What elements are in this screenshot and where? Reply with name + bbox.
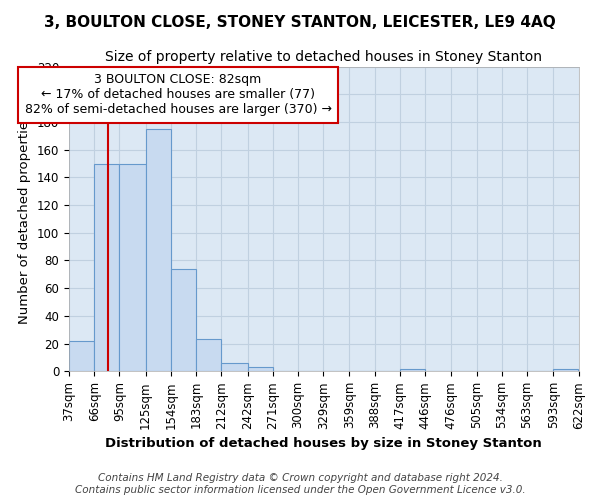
Bar [119,164,146,372]
Bar [94,164,119,372]
Bar [400,368,425,372]
Bar [171,269,196,372]
X-axis label: Distribution of detached houses by size in Stoney Stanton: Distribution of detached houses by size … [106,437,542,450]
Text: 3 BOULTON CLOSE: 82sqm
← 17% of detached houses are smaller (77)
82% of semi-det: 3 BOULTON CLOSE: 82sqm ← 17% of detached… [25,74,332,116]
Bar [146,129,171,372]
Bar [69,341,94,372]
Y-axis label: Number of detached properties: Number of detached properties [19,114,31,324]
Text: Contains HM Land Registry data © Crown copyright and database right 2024.
Contai: Contains HM Land Registry data © Crown c… [74,474,526,495]
Title: Size of property relative to detached houses in Stoney Stanton: Size of property relative to detached ho… [105,50,542,64]
Bar [196,340,221,372]
Bar [248,367,273,372]
Bar [553,368,578,372]
Bar [221,363,248,372]
Text: 3, BOULTON CLOSE, STONEY STANTON, LEICESTER, LE9 4AQ: 3, BOULTON CLOSE, STONEY STANTON, LEICES… [44,15,556,30]
